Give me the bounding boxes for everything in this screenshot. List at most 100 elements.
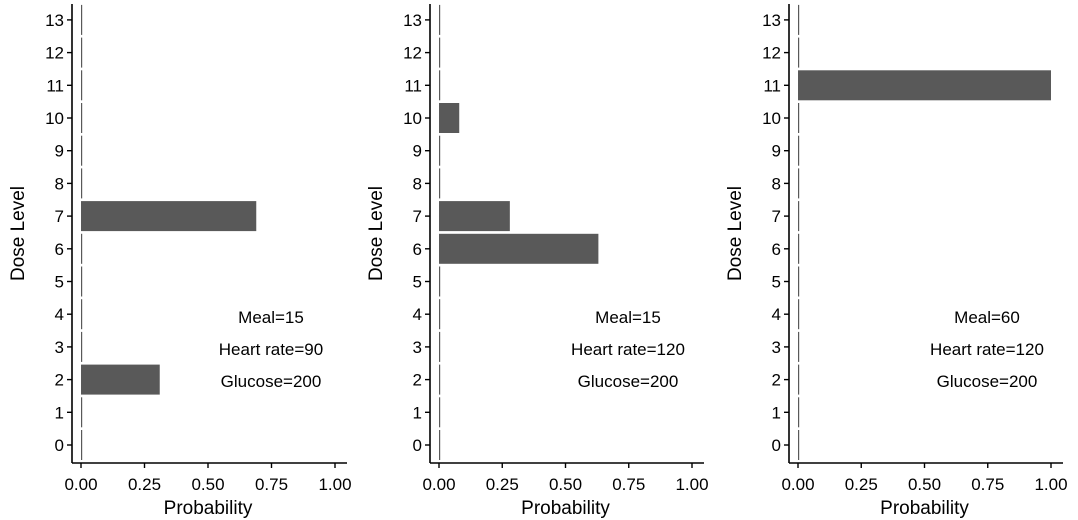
bar-dose-10 bbox=[439, 103, 460, 133]
y-axis-title: Dose Level bbox=[366, 186, 387, 281]
y-axis-title: Dose Level bbox=[725, 186, 746, 281]
bar-dose-6 bbox=[81, 233, 83, 264]
x-tick-label: 0.75 bbox=[971, 475, 1004, 494]
bar-dose-5 bbox=[81, 266, 83, 297]
y-tick-label: 2 bbox=[772, 371, 781, 390]
bar-dose-12 bbox=[81, 37, 83, 68]
bar-dose-5 bbox=[798, 266, 800, 297]
bar-dose-2 bbox=[439, 364, 441, 395]
y-tick-label: 2 bbox=[55, 371, 64, 390]
y-tick-label: 2 bbox=[413, 371, 422, 390]
y-tick-label: 10 bbox=[45, 109, 64, 128]
y-tick-label: 11 bbox=[46, 76, 64, 95]
bar-dose-9 bbox=[439, 135, 441, 166]
y-tick-label: 4 bbox=[413, 305, 422, 324]
y-tick-label: 4 bbox=[772, 305, 781, 324]
bar-dose-1 bbox=[439, 397, 441, 428]
y-tick-label: 9 bbox=[413, 142, 422, 161]
y-tick-label: 8 bbox=[55, 174, 64, 193]
y-tick-label: 7 bbox=[55, 207, 64, 226]
bar-dose-10 bbox=[81, 103, 83, 133]
x-tick-label: 0.50 bbox=[191, 475, 224, 494]
y-tick-label: 11 bbox=[763, 76, 781, 95]
y-tick-label: 12 bbox=[45, 44, 64, 63]
bar-dose-9 bbox=[81, 135, 83, 166]
annotation-2: Heart rate=120 bbox=[930, 340, 1044, 359]
bar-dose-0 bbox=[81, 430, 83, 460]
y-tick-label: 7 bbox=[413, 207, 422, 226]
bar-dose-4 bbox=[439, 299, 441, 330]
annotation-1: Meal=15 bbox=[238, 308, 304, 327]
bar-dose-7 bbox=[798, 201, 800, 232]
y-tick-label: 10 bbox=[762, 109, 781, 128]
bar-dose-11 bbox=[81, 70, 83, 101]
bar-dose-13 bbox=[439, 4, 441, 35]
x-axis-title: Probability bbox=[521, 498, 610, 519]
y-tick-label: 12 bbox=[762, 44, 781, 63]
y-tick-label: 5 bbox=[55, 273, 64, 292]
x-tick-label: 0.50 bbox=[549, 475, 582, 494]
annotation-2: Heart rate=90 bbox=[219, 340, 323, 359]
y-tick-label: 3 bbox=[772, 338, 781, 357]
y-tick-label: 8 bbox=[413, 174, 422, 193]
x-tick-label: 0.25 bbox=[128, 475, 161, 494]
y-tick-label: 1 bbox=[413, 403, 422, 422]
bar-dose-6 bbox=[798, 233, 800, 264]
y-tick-label: 13 bbox=[403, 11, 422, 30]
x-tick-label: 0.25 bbox=[845, 475, 878, 494]
x-tick-label: 0.75 bbox=[612, 475, 645, 494]
y-tick-label: 0 bbox=[55, 436, 64, 455]
y-tick-label: 10 bbox=[403, 109, 422, 128]
y-tick-label: 1 bbox=[55, 403, 64, 422]
bar-dose-2 bbox=[798, 364, 800, 395]
bar-dose-12 bbox=[798, 37, 800, 68]
bar-dose-7 bbox=[439, 201, 510, 232]
annotation-3: Glucose=200 bbox=[221, 372, 322, 391]
x-tick-label: 0.75 bbox=[255, 475, 288, 494]
y-tick-label: 6 bbox=[772, 240, 781, 259]
y-tick-label: 0 bbox=[413, 436, 422, 455]
y-tick-label: 13 bbox=[762, 11, 781, 30]
x-tick-label: 0.25 bbox=[486, 475, 519, 494]
y-tick-label: 9 bbox=[55, 142, 64, 161]
y-tick-label: 11 bbox=[404, 76, 422, 95]
bar-dose-11 bbox=[439, 70, 441, 101]
y-axis-title: Dose Level bbox=[8, 186, 29, 281]
bar-dose-2 bbox=[81, 364, 160, 395]
y-tick-label: 1 bbox=[772, 403, 781, 422]
x-axis-title: Probability bbox=[880, 498, 969, 519]
y-tick-label: 5 bbox=[413, 273, 422, 292]
x-tick-label: 0.00 bbox=[64, 475, 97, 494]
bar-dose-12 bbox=[439, 37, 441, 68]
y-tick-label: 6 bbox=[55, 240, 64, 259]
y-tick-label: 12 bbox=[403, 44, 422, 63]
y-tick-label: 8 bbox=[772, 174, 781, 193]
bar-dose-1 bbox=[798, 397, 800, 428]
annotation-1: Meal=60 bbox=[954, 308, 1020, 327]
x-tick-label: 1.00 bbox=[675, 475, 708, 494]
bar-dose-4 bbox=[81, 299, 83, 330]
y-tick-label: 3 bbox=[55, 338, 64, 357]
x-tick-label: 1.00 bbox=[318, 475, 351, 494]
annotation-1: Meal=15 bbox=[595, 308, 661, 327]
x-tick-label: 0.00 bbox=[781, 475, 814, 494]
bar-dose-0 bbox=[439, 430, 441, 460]
bar-dose-8 bbox=[439, 168, 441, 199]
bar-dose-8 bbox=[798, 168, 800, 199]
y-tick-label: 4 bbox=[55, 305, 64, 324]
bar-dose-8 bbox=[81, 168, 83, 199]
bar-dose-1 bbox=[81, 397, 83, 428]
bar-dose-7 bbox=[81, 201, 257, 232]
x-tick-label: 0.50 bbox=[908, 475, 941, 494]
bar-dose-13 bbox=[81, 4, 83, 35]
y-tick-label: 6 bbox=[413, 240, 422, 259]
y-tick-label: 5 bbox=[772, 273, 781, 292]
y-tick-label: 9 bbox=[772, 142, 781, 161]
annotation-2: Heart rate=120 bbox=[571, 340, 685, 359]
annotation-3: Glucose=200 bbox=[578, 372, 679, 391]
x-tick-label: 0.00 bbox=[422, 475, 455, 494]
